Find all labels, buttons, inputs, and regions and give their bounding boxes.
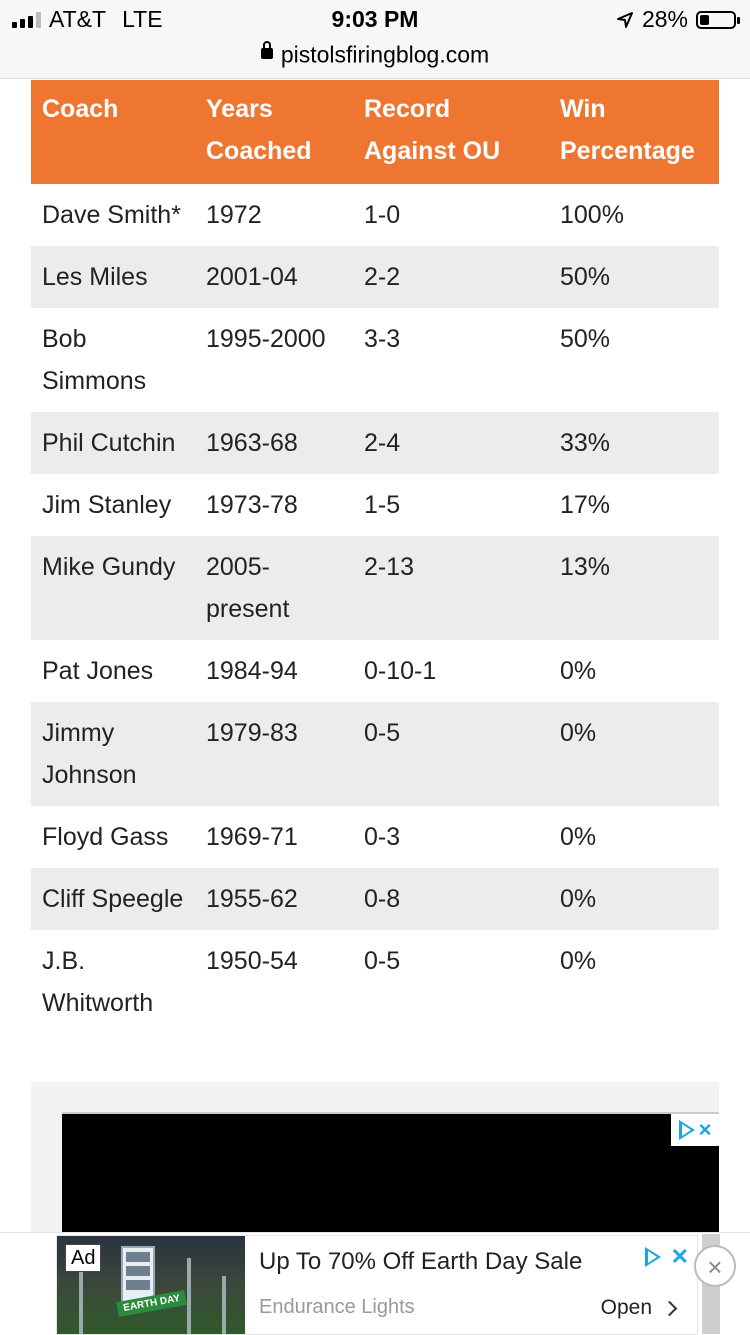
cell-coach: Les Miles <box>31 246 195 308</box>
ad-product-image[interactable]: EARTH DAY Ad <box>57 1236 245 1334</box>
cell-win-pct: 0% <box>549 702 719 806</box>
cell-win-pct: 50% <box>560 325 611 353</box>
cell-record: 3-3 <box>364 325 401 353</box>
cell-record: 0-5 <box>353 702 549 806</box>
cell-coach: Bob Simmons <box>42 325 147 395</box>
cell-record: 0-5 <box>364 947 401 975</box>
ad-open-label: Open <box>600 1296 652 1319</box>
network-type: LTE <box>122 6 163 32</box>
table-row: Mike Gundy 2005-present 2-13 13% <box>31 536 719 640</box>
cell-win-pct: 100% <box>560 201 624 229</box>
video-ad-container: × <box>31 1082 719 1234</box>
signal-strength-icon <box>12 11 41 28</box>
ad-label: Ad <box>65 1244 102 1272</box>
status-bar-left: AT&T LTE <box>12 6 163 33</box>
cell-coach: Dave Smith* <box>42 201 181 229</box>
banner-ad[interactable]: EARTH DAY Ad Up To 70% Off Earth Day Sal… <box>0 1232 750 1335</box>
carrier-name: AT&T <box>49 6 107 32</box>
table-row: Jim Stanley 1973-78 1-5 17% <box>31 474 719 536</box>
cell-win-pct: 17% <box>560 491 611 519</box>
cell-record: 1-0 <box>364 201 401 229</box>
battery-percent: 28% <box>641 6 688 32</box>
cell-years: 1984-94 <box>206 657 298 685</box>
cell-record: 0-10-1 <box>364 657 437 685</box>
street-lamp-pole <box>79 1266 83 1334</box>
table-row: Dave Smith* 1972 1-0 100% <box>31 184 719 246</box>
cell-coach: Cliff Speegle <box>31 868 195 930</box>
url-text: pistolsfiringblog.com <box>280 41 490 68</box>
cell-years: 1979-83 <box>195 702 353 806</box>
cell-win-pct: 13% <box>549 536 719 640</box>
battery-icon <box>696 10 740 29</box>
header-years-coached: Years Coached <box>195 80 353 184</box>
cell-coach: Floyd Gass <box>42 823 169 851</box>
cell-record: 0-8 <box>353 868 549 930</box>
street-lamp-pole <box>187 1258 191 1334</box>
address-bar[interactable]: pistolsfiringblog.com <box>0 40 750 79</box>
cell-record: 2-13 <box>353 536 549 640</box>
adchoices-badge[interactable]: × <box>671 1114 719 1146</box>
cell-coach: Mike Gundy <box>31 536 195 640</box>
cell-coach: J.B. Whitworth <box>42 947 154 1017</box>
banner-dismiss-button[interactable]: × <box>694 1245 736 1287</box>
table-row: Cliff Speegle 1955-62 0-8 0% <box>31 868 719 930</box>
cell-years: 1955-62 <box>195 868 353 930</box>
cell-years: 1972 <box>206 201 262 229</box>
cell-years: 2005-present <box>195 536 353 640</box>
cell-coach: Pat Jones <box>42 657 154 685</box>
chevron-right-icon <box>661 1300 678 1316</box>
table-row: J.B. Whitworth 1950-54 0-5 0% <box>31 930 719 1034</box>
banner-ad-card[interactable]: EARTH DAY Ad Up To 70% Off Earth Day Sal… <box>56 1235 698 1335</box>
header-record-against-ou: Record Against OU <box>353 80 549 184</box>
ad-choices[interactable]: ✕ <box>644 1244 689 1270</box>
cell-years: 1973-78 <box>206 491 298 519</box>
location-arrow-icon <box>616 11 633 28</box>
cell-win-pct: 0% <box>549 868 719 930</box>
video-ad-close-icon[interactable]: × <box>698 1117 712 1142</box>
header-coach: Coach <box>31 80 195 184</box>
cell-record: 2-4 <box>353 412 549 474</box>
cell-years: 1963-68 <box>195 412 353 474</box>
cell-record: 0-3 <box>364 823 401 851</box>
table-row: Pat Jones 1984-94 0-10-1 0% <box>31 640 719 702</box>
cell-record: 1-5 <box>364 491 401 519</box>
ad-headline[interactable]: Up To 70% Off Earth Day Sale <box>259 1248 583 1275</box>
header-win-percentage: Win Percentage <box>549 80 719 184</box>
street-lamp-pole <box>222 1276 226 1334</box>
coach-record-table: Coach Years Coached Record Against OU Wi… <box>31 80 719 1034</box>
cell-coach: Jim Stanley <box>42 491 172 519</box>
video-ad-player[interactable]: × <box>62 1112 719 1234</box>
cell-win-pct: 0% <box>560 657 597 685</box>
table-row: Floyd Gass 1969-71 0-3 0% <box>31 806 719 868</box>
ad-open-button[interactable]: Open <box>600 1296 678 1320</box>
status-time: 9:03 PM <box>331 6 419 32</box>
cell-years: 2001-04 <box>195 246 353 308</box>
adchoices-icon <box>678 1120 695 1140</box>
table-row: Phil Cutchin 1963-68 2-4 33% <box>31 412 719 474</box>
cell-years: 1950-54 <box>206 947 298 975</box>
cell-win-pct: 0% <box>560 823 597 851</box>
cell-record: 2-2 <box>353 246 549 308</box>
status-bar: AT&T LTE 9:03 PM 28% <box>0 0 750 40</box>
cell-coach: Phil Cutchin <box>31 412 195 474</box>
ad-close-icon[interactable]: ✕ <box>670 1244 689 1269</box>
table-header-row: Coach Years Coached Record Against OU Wi… <box>31 80 719 184</box>
cell-win-pct: 33% <box>549 412 719 474</box>
status-bar-right: 28% <box>616 6 740 33</box>
adchoices-icon[interactable] <box>644 1247 661 1267</box>
cell-win-pct: 0% <box>560 947 597 975</box>
table-row: Les Miles 2001-04 2-2 50% <box>31 246 719 308</box>
battery-level <box>700 14 709 25</box>
ad-advertiser: Endurance Lights <box>259 1296 415 1318</box>
cell-years: 1995-2000 <box>206 325 326 353</box>
lock-icon <box>260 41 273 60</box>
cell-win-pct: 50% <box>549 246 719 308</box>
table-row: Bob Simmons 1995-2000 3-3 50% <box>31 308 719 412</box>
cell-years: 1969-71 <box>206 823 298 851</box>
table-row: Jimmy Johnson 1979-83 0-5 0% <box>31 702 719 806</box>
cell-coach: Jimmy Johnson <box>31 702 195 806</box>
